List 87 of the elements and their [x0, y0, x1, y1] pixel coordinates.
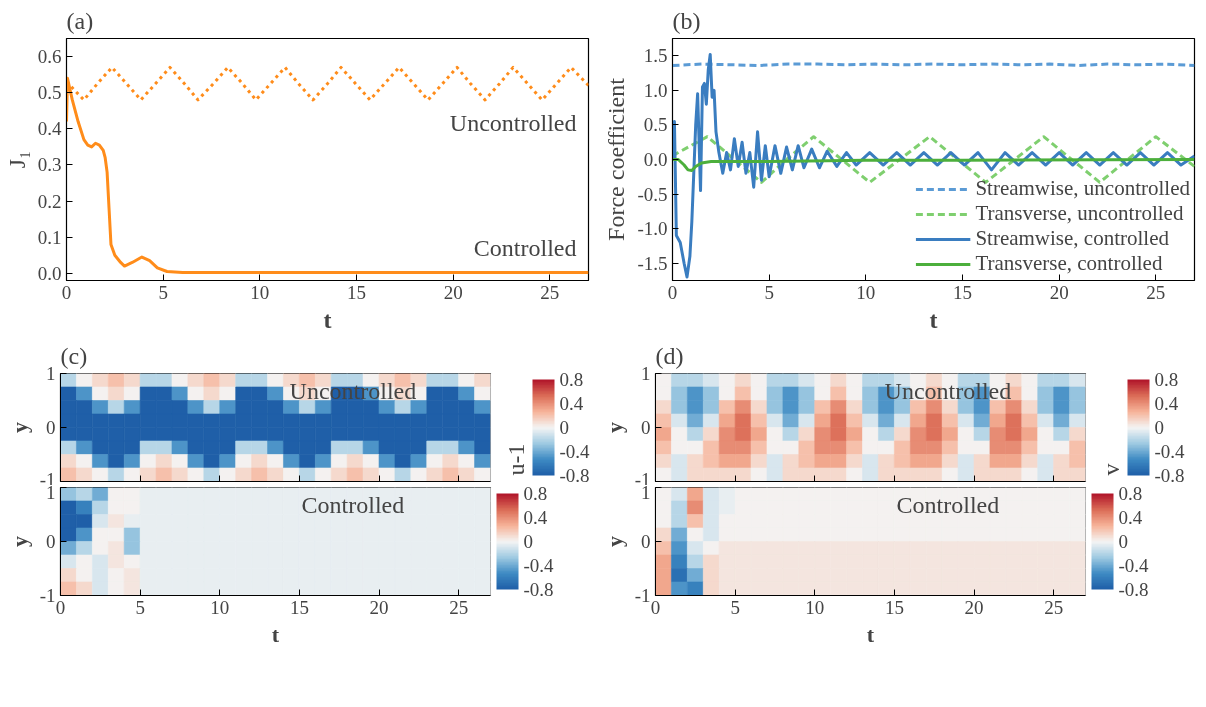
y-axis-title: Force coefficient	[603, 77, 630, 241]
color-bar-label: 0	[1154, 417, 1164, 438]
y-tick-label: 0	[641, 417, 651, 438]
chart-title: (d)	[655, 342, 684, 369]
x-axis-title: t	[271, 621, 280, 647]
x-tick-label: 15	[347, 281, 366, 303]
color-bar-label: 0.8	[1118, 483, 1143, 504]
color-bar-label: 0.8	[523, 483, 548, 504]
y-tick-label: 0.0	[37, 262, 62, 284]
chart-title: (a)	[66, 7, 94, 34]
y-tick-label: -1	[39, 585, 56, 606]
y-tick-label: 0.0	[643, 149, 668, 170]
y-tick-label: 0.5	[643, 114, 668, 136]
color-bar-label: -0.8	[1118, 579, 1149, 600]
y-tick-label: 0.5	[37, 82, 62, 104]
color-bar-label: 0.8	[1154, 369, 1179, 390]
y-tick-label: 0	[46, 531, 56, 552]
color-bar-label: -0.4	[1154, 441, 1186, 462]
color-bar-title: u-1	[502, 443, 529, 476]
annotation: Controlled	[896, 491, 1000, 518]
y-tick-label: -1.0	[637, 218, 668, 240]
x-tick-label: 25	[540, 281, 560, 303]
color-bar-label: -0.4	[559, 441, 591, 462]
x-tick-label: 15	[953, 281, 972, 303]
y-axis-title: J₁	[3, 150, 30, 169]
x-tick-label: 15	[289, 596, 309, 618]
color-bar-label: 0.4	[523, 507, 548, 528]
color-bar-label: -0.8	[1154, 465, 1185, 486]
y-axis-title: y	[601, 422, 627, 433]
legend-label: Transverse, uncontrolled	[975, 201, 1184, 226]
x-tick-label: 20	[964, 596, 984, 618]
y-tick-label: 1.0	[643, 79, 668, 101]
x-tick-label: 10	[210, 596, 230, 618]
color-bar-label: -0.8	[523, 579, 554, 600]
color-bar-label: -0.4	[523, 555, 555, 576]
x-tick-label: 10	[805, 596, 825, 618]
x-axis-title: t	[323, 306, 332, 333]
color-bar-label: 0	[523, 531, 533, 552]
legend-label: Streamwise, controlled	[975, 226, 1169, 251]
x-tick-label: 5	[730, 596, 740, 618]
color-bar-title: v	[1097, 463, 1124, 476]
y-tick-label: 0.2	[37, 190, 62, 212]
annotation: Uncontrolled	[884, 377, 1012, 404]
y-tick-label: 0	[46, 417, 56, 438]
y-tick-label: 1	[46, 363, 56, 384]
series-label: Uncontrolled	[449, 109, 577, 136]
color-bar-label: 0.4	[1154, 393, 1179, 414]
color-bar-label: -0.8	[559, 465, 590, 486]
color-bar-label: 0.4	[559, 393, 584, 414]
x-tick-label: 10	[856, 281, 876, 303]
y-tick-label: 0.3	[37, 154, 62, 176]
annotation: Controlled	[301, 491, 405, 518]
series-label: Controlled	[473, 234, 577, 261]
y-tick-label: 0	[641, 531, 651, 552]
x-tick-label: 20	[1049, 281, 1069, 303]
x-tick-label: 5	[158, 281, 168, 303]
x-tick-label: 5	[135, 596, 145, 618]
x-axis-title: t	[866, 621, 875, 647]
y-tick-label: 0.6	[37, 46, 62, 68]
x-tick-label: 25	[1044, 596, 1064, 618]
y-tick-label: 0.1	[37, 226, 62, 248]
legend-label: Streamwise, uncontrolled	[975, 176, 1190, 201]
color-bar-label: 0	[1118, 531, 1128, 552]
y-axis-title: y	[601, 536, 627, 547]
x-tick-label: 15	[884, 596, 904, 618]
y-tick-label: 0.4	[37, 118, 62, 140]
color-bar-label: 0.8	[559, 369, 584, 390]
color-bar-label: -0.4	[1118, 555, 1150, 576]
x-tick-label: 20	[369, 596, 389, 618]
y-tick-label: -1.5	[637, 252, 668, 274]
chart-title: (c)	[60, 342, 88, 369]
y-tick-label: 1	[641, 363, 651, 384]
x-tick-label: 10	[250, 281, 270, 303]
x-tick-label: 20	[443, 281, 463, 303]
y-axis-title: y	[6, 536, 32, 547]
y-axis-title: y	[6, 422, 32, 433]
color-bar-label: 0	[559, 417, 569, 438]
legend-label: Transverse, controlled	[975, 251, 1163, 276]
y-tick-label: 1.5	[643, 45, 668, 67]
chart-title: (b)	[672, 7, 701, 34]
x-tick-label: 5	[764, 281, 774, 303]
x-tick-label: 25	[449, 596, 469, 618]
y-tick-label: -1	[634, 585, 651, 606]
y-tick-label: -0.5	[637, 183, 668, 205]
x-tick-label: 25	[1146, 281, 1166, 303]
x-axis-title: t	[929, 306, 938, 333]
color-bar-label: 0.4	[1118, 507, 1143, 528]
